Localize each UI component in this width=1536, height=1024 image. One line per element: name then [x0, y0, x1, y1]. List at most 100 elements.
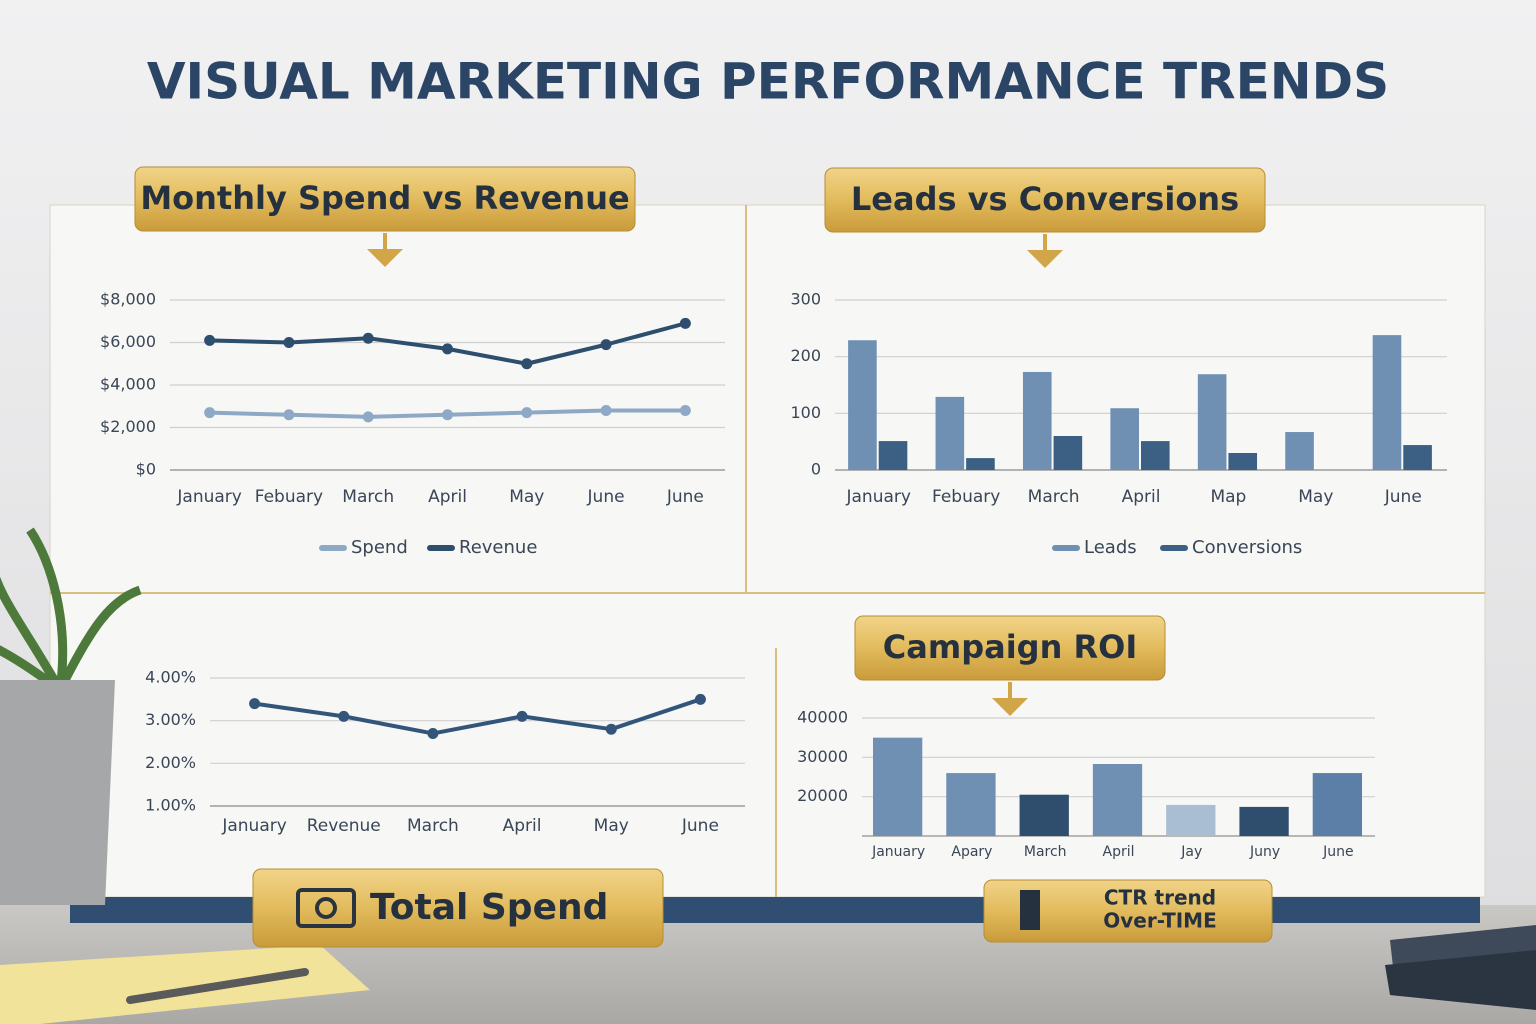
y-tick-label: 300 [790, 290, 821, 309]
y-tick-label: 3.00% [145, 710, 196, 729]
point [679, 317, 691, 329]
bar [1312, 773, 1363, 836]
ctr-badge: CTR trend Over-TIME [983, 879, 1273, 943]
notepad [0, 945, 370, 1024]
title-badge [824, 167, 1266, 233]
y-tick-label: 200 [790, 346, 821, 365]
y-tick-label: $4,000 [100, 375, 156, 394]
chart-title: Monthly Spend vs Revenue [140, 179, 629, 217]
legend-swatch [1052, 545, 1080, 551]
x-tick-label: June [666, 487, 704, 507]
x-tick-label: May [594, 816, 629, 836]
badge-label: Over-TIME [1103, 909, 1216, 933]
bar [966, 458, 995, 470]
x-tick-label: April [1122, 487, 1161, 507]
x-tick-label: Juny [1249, 844, 1280, 860]
x-tick-label: January [845, 487, 910, 507]
point [516, 710, 528, 722]
x-tick-label: June [587, 487, 625, 507]
point [283, 337, 295, 348]
x-tick-label: Febuary [255, 487, 323, 507]
point [338, 710, 350, 722]
x-tick-label: May [509, 487, 544, 507]
books [1385, 925, 1536, 1010]
x-tick-label: June [1384, 487, 1422, 507]
bar [1197, 374, 1227, 470]
y-tick-label: 1.00% [145, 796, 196, 815]
point [521, 358, 533, 370]
x-tick-label: Febuary [932, 487, 1000, 507]
board [49, 204, 1486, 898]
legend-swatch [1160, 545, 1188, 551]
point [605, 723, 617, 735]
y-tick-label: 40000 [797, 708, 848, 727]
point [283, 409, 295, 421]
point [362, 332, 374, 344]
y-tick-label: 20000 [797, 786, 848, 805]
y-tick-label: $6,000 [100, 332, 156, 351]
arrow [992, 682, 1028, 716]
y-tick-label: $2,000 [100, 417, 156, 436]
x-tick-label: April [428, 487, 467, 507]
legend-label: Revenue [459, 537, 537, 558]
bar [946, 773, 996, 836]
bar [848, 340, 877, 470]
point [249, 698, 261, 710]
y-tick-label: 30000 [797, 747, 848, 766]
chart-title: Leads vs Conversions [851, 180, 1239, 218]
point [442, 343, 453, 355]
y-tick-label: 100 [790, 403, 821, 422]
bar [1403, 445, 1432, 470]
x-tick-label: June [681, 816, 719, 836]
x-tick-label: March [1024, 844, 1067, 860]
x-tick-label: March [1028, 487, 1080, 507]
total-spend-badge: Total Spend [252, 868, 664, 948]
legend-swatch [427, 545, 455, 551]
badge-label: CTR trend [1104, 886, 1216, 910]
x-tick-label: May [1298, 487, 1333, 507]
line [254, 697, 702, 736]
x-tick-label: April [503, 816, 542, 836]
bar [1019, 794, 1069, 836]
chart-title: Campaign ROI [883, 628, 1137, 666]
point [600, 405, 612, 416]
point [679, 405, 691, 416]
plant [0, 527, 142, 905]
x-tick-label: Revenue [307, 816, 381, 836]
x-tick-label: March [342, 487, 394, 507]
x-tick-label: June [1322, 844, 1354, 860]
y-tick-label: 0 [811, 460, 821, 479]
point [362, 411, 374, 423]
page-title: VISUAL MARKETING PERFORMANCE TRENDS [147, 53, 1389, 111]
bar [1092, 764, 1143, 836]
point [204, 334, 216, 346]
bar [1372, 335, 1402, 470]
x-tick-label: April [1103, 844, 1135, 860]
point [442, 409, 453, 421]
y-tick-label: $8,000 [100, 290, 156, 309]
bar [1110, 408, 1139, 470]
legend-label: Spend [351, 537, 408, 558]
bar [1053, 436, 1083, 470]
point [600, 339, 612, 351]
bar [1141, 441, 1170, 470]
arrow [367, 233, 403, 267]
y-tick-label: $0 [136, 460, 156, 479]
bar [1166, 804, 1216, 836]
bar [872, 737, 923, 836]
bar [935, 396, 965, 470]
x-tick-label: Map [1210, 487, 1246, 507]
legend-swatch [319, 545, 347, 551]
point [694, 693, 706, 705]
bar [1228, 453, 1258, 470]
title-badge [134, 166, 636, 232]
badge-label: Total Spend [370, 887, 608, 928]
title-badge [854, 615, 1166, 681]
x-tick-label: January [871, 844, 925, 860]
y-tick-label: 2.00% [145, 753, 196, 772]
bar [1239, 806, 1289, 836]
bar [878, 441, 908, 470]
x-tick-label: January [221, 816, 286, 836]
